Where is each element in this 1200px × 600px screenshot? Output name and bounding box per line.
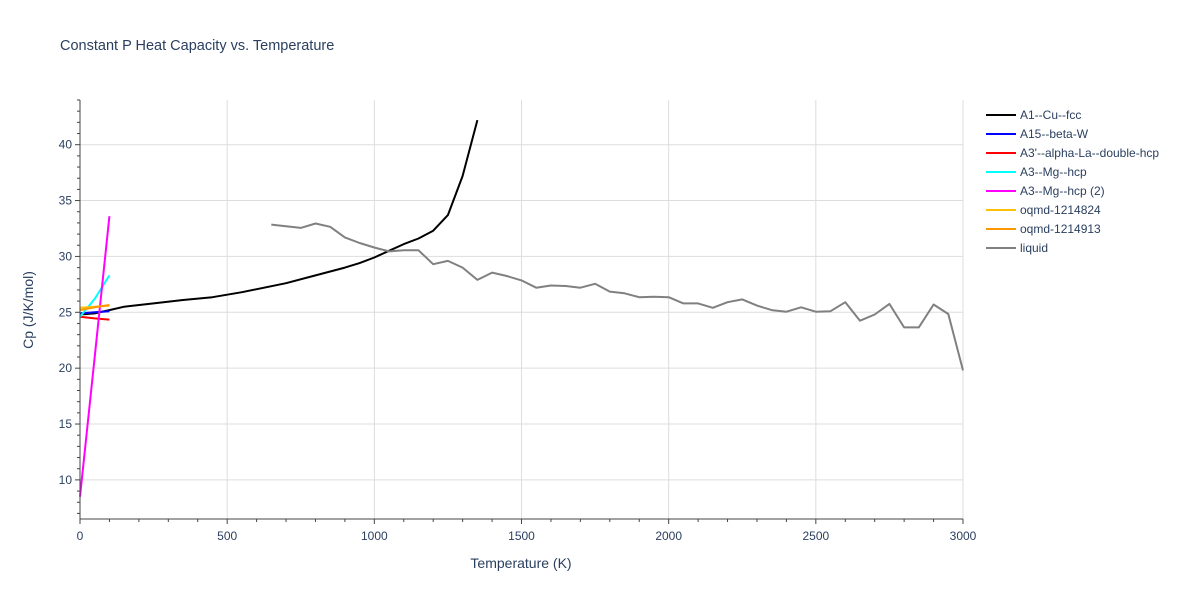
legend-item[interactable]: oqmd-1214824 bbox=[986, 203, 1101, 217]
x-axis-title: Temperature (K) bbox=[470, 555, 571, 571]
legend-label: liquid bbox=[1020, 241, 1048, 255]
legend-label: A15--beta-W bbox=[1020, 127, 1089, 141]
legend-item[interactable]: A3--Mg--hcp (2) bbox=[986, 184, 1105, 198]
series-line-2[interactable] bbox=[79, 310, 110, 315]
legend-label: A3--Mg--hcp (2) bbox=[1020, 184, 1105, 198]
x-tick-label: 2000 bbox=[655, 529, 682, 543]
x-tick-label: 2500 bbox=[802, 529, 829, 543]
legend-item[interactable]: A15--beta-W bbox=[986, 127, 1089, 141]
legend[interactable]: A1--Cu--fcc A15--beta-W A3'--alpha-La--dou… bbox=[986, 108, 1159, 255]
x-tick-label: 1000 bbox=[361, 529, 388, 543]
x-tick-label: 500 bbox=[217, 529, 237, 543]
grid-lines bbox=[80, 100, 964, 519]
legend-label: oqmd-1214824 bbox=[1020, 203, 1101, 217]
axes: 0 500 1000 1500 2000 2500 3000 10 15 20 25 30 35 40 bbox=[59, 99, 977, 543]
y-tick-label: 15 bbox=[59, 417, 73, 431]
y-tick-label: 30 bbox=[59, 249, 73, 263]
y-tick-label: 25 bbox=[59, 305, 73, 319]
chart-title: Constant P Heat Capacity vs. Temperature bbox=[60, 38, 334, 54]
y-axis-title: Cp (J/K/mol) bbox=[20, 271, 36, 349]
plot-area bbox=[79, 119, 964, 497]
series-line-5[interactable] bbox=[79, 216, 111, 497]
x-tick-label: 3000 bbox=[950, 529, 977, 543]
legend-label: oqmd-1214913 bbox=[1020, 222, 1101, 236]
legend-item[interactable]: A1--Cu--fcc bbox=[986, 108, 1081, 122]
legend-item[interactable]: A3'--alpha-La--double-hcp bbox=[986, 146, 1159, 160]
legend-item[interactable]: A3--Mg--hcp bbox=[986, 165, 1087, 179]
legend-item[interactable]: oqmd-1214913 bbox=[986, 222, 1101, 236]
series-line-4[interactable] bbox=[79, 274, 111, 318]
legend-label: A1--Cu--fcc bbox=[1020, 108, 1081, 122]
y-tick-label: 40 bbox=[59, 138, 73, 152]
x-tick-label: 1500 bbox=[508, 529, 535, 543]
series-line-3[interactable] bbox=[79, 315, 110, 321]
legend-label: A3--Mg--hcp bbox=[1020, 165, 1087, 179]
y-tick-label: 10 bbox=[59, 473, 73, 487]
x-tick-label: 0 bbox=[77, 529, 84, 543]
y-tick-label: 20 bbox=[59, 361, 73, 375]
y-tick-label: 35 bbox=[59, 194, 73, 208]
series-line-8[interactable] bbox=[271, 222, 964, 371]
legend-item[interactable]: liquid bbox=[986, 241, 1048, 255]
series-line-7[interactable] bbox=[79, 304, 110, 312]
series-line-1[interactable] bbox=[79, 119, 479, 316]
legend-label: A3'--alpha-La--double-hcp bbox=[1020, 146, 1159, 160]
